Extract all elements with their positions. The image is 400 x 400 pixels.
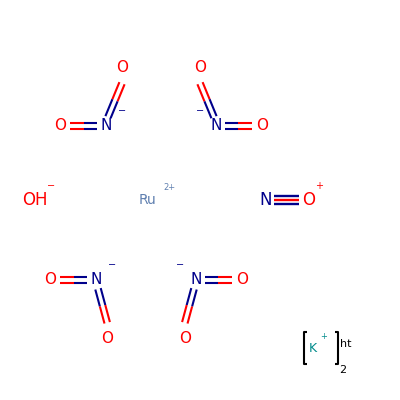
- Text: O: O: [44, 272, 56, 288]
- Text: 2+: 2+: [163, 183, 175, 192]
- Text: O: O: [54, 118, 66, 134]
- Text: 2: 2: [340, 365, 347, 375]
- Text: O: O: [101, 331, 113, 346]
- Text: ht: ht: [340, 339, 351, 349]
- Text: K: K: [309, 342, 317, 354]
- Text: N: N: [260, 191, 272, 209]
- Text: O: O: [116, 60, 128, 75]
- Text: −: −: [47, 181, 55, 191]
- Text: O: O: [236, 272, 248, 288]
- Text: +: +: [320, 332, 328, 341]
- Text: N: N: [190, 272, 202, 288]
- Text: N: N: [100, 118, 112, 134]
- Text: Ru: Ru: [139, 193, 157, 207]
- Text: −: −: [108, 260, 116, 270]
- Text: OH: OH: [22, 191, 48, 209]
- Text: +: +: [315, 181, 323, 191]
- Text: O: O: [256, 118, 268, 134]
- Text: O: O: [179, 331, 191, 346]
- Text: −: −: [118, 106, 126, 116]
- Text: −: −: [196, 106, 204, 116]
- Text: N: N: [90, 272, 102, 288]
- Text: N: N: [210, 118, 222, 134]
- Text: O: O: [302, 191, 315, 209]
- Text: −: −: [176, 260, 184, 270]
- Text: O: O: [194, 60, 206, 75]
